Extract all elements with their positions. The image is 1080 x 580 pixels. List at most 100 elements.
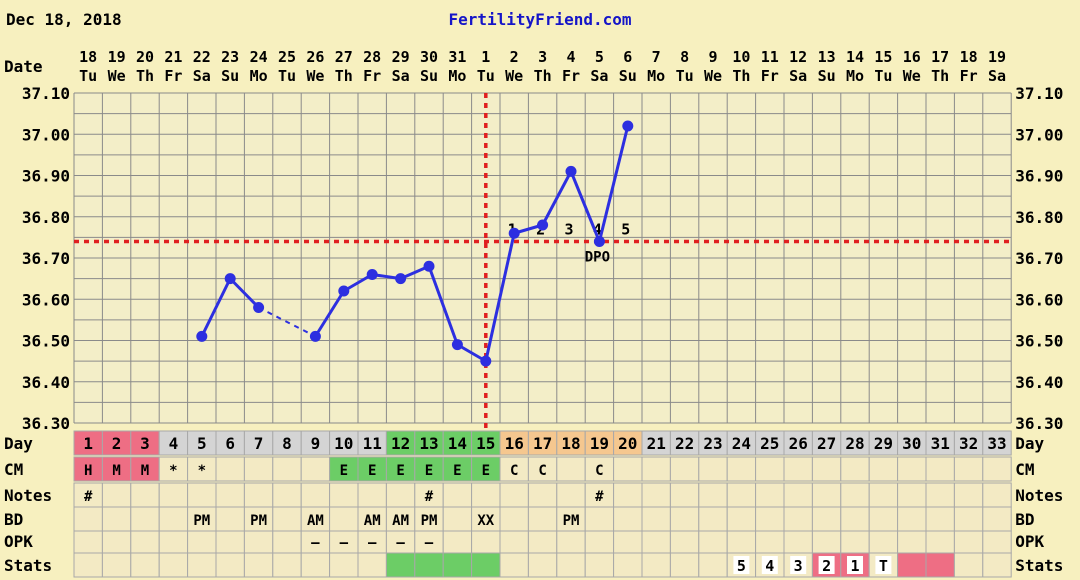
cm-value: E: [340, 463, 348, 479]
temperature-point: [508, 227, 520, 239]
cm-cell: [925, 456, 955, 482]
ytick-right: 36.60: [1015, 290, 1063, 309]
bd-cell: [101, 506, 132, 532]
cm-cell: [613, 456, 643, 482]
row-label-notes: Notes: [4, 486, 52, 505]
weekday-tick: Th: [335, 67, 353, 85]
opk-value: –: [311, 535, 320, 551]
date-tick: 18: [79, 48, 97, 66]
day-cell: [215, 430, 245, 456]
stats-cell: [982, 552, 1012, 578]
notes-value: #: [425, 489, 434, 505]
day-value: 6: [225, 434, 235, 453]
notes-cell: [613, 482, 643, 508]
weekday-tick: Th: [931, 67, 949, 85]
day-value: 22: [675, 434, 694, 453]
dpo-number: 5: [621, 221, 630, 239]
date-tick: 25: [278, 48, 296, 66]
day-cell: [527, 430, 558, 456]
cm-cell: [897, 456, 927, 482]
day-value: 23: [703, 434, 722, 453]
notes-cell: [187, 482, 217, 508]
weekday-tick: Mo: [846, 67, 864, 85]
weekday-tick: Su: [619, 67, 637, 85]
weekday-tick: We: [505, 67, 523, 85]
day-cell: [897, 430, 927, 456]
bd-cell: [641, 506, 671, 532]
cm-value: C: [595, 463, 603, 479]
opk-cell: [811, 530, 842, 554]
date-tick: 21: [164, 48, 182, 66]
stats-cell: [329, 552, 359, 578]
temperature-point: [480, 355, 492, 367]
opk-cell: [215, 530, 245, 554]
cm-cell: [840, 456, 870, 482]
day-value: 12: [391, 434, 410, 453]
day-value: 15: [476, 434, 495, 453]
stats-badge: [733, 556, 750, 574]
stats-cell: [130, 552, 160, 578]
cm-cell: [783, 456, 813, 482]
day-cell: [329, 430, 359, 456]
day-cell: [755, 430, 785, 456]
date-label: Date: [4, 57, 43, 76]
weekday-tick: Tu: [874, 67, 892, 85]
ytick-right: 37.10: [1015, 84, 1063, 103]
notes-cell: [641, 482, 671, 508]
day-cell: [669, 430, 700, 456]
stats-value: T: [879, 557, 888, 575]
bd-cell: [442, 506, 473, 532]
day-value: 19: [590, 434, 609, 453]
day-value: 8: [282, 434, 292, 453]
weekday-tick: Tu: [79, 67, 97, 85]
day-cell: [499, 430, 529, 456]
date-tick: 5: [595, 48, 604, 66]
site-link[interactable]: FertilityFriend.com: [448, 10, 631, 29]
notes-cell: [669, 482, 700, 508]
date-tick: 23: [221, 48, 239, 66]
bd-cell: [755, 506, 785, 532]
bd-cell: [811, 506, 842, 532]
stats-cell: [414, 552, 444, 578]
opk-cell: [499, 530, 529, 554]
day-value: 28: [845, 434, 864, 453]
day-value: 5: [197, 434, 207, 453]
date-tick: 26: [306, 48, 324, 66]
cm-cell: [698, 456, 728, 482]
dpo-number: 3: [564, 221, 573, 239]
notes-cell: [556, 482, 586, 508]
ytick-left: 36.40: [22, 373, 70, 392]
weekday-tick: We: [306, 67, 324, 85]
day-value: 4: [169, 434, 179, 453]
opk-cell: [925, 530, 955, 554]
day-value: 13: [419, 434, 438, 453]
weekday-tick: Tu: [676, 67, 694, 85]
opk-value: –: [425, 535, 434, 551]
notes-cell: [783, 482, 813, 508]
cm-value: C: [510, 463, 518, 479]
day-value: 25: [760, 434, 779, 453]
temperature-point: [224, 273, 236, 285]
bd-cell: [556, 506, 586, 532]
day-value: 14: [448, 434, 467, 453]
cm-cell: [641, 456, 671, 482]
bd-cell: [840, 506, 870, 532]
bd-cell: [215, 506, 245, 532]
date-tick: 28: [363, 48, 381, 66]
notes-cell: [897, 482, 927, 508]
ytick-left: 36.90: [22, 167, 70, 186]
cm-value: E: [396, 463, 404, 479]
day-value: 18: [561, 434, 580, 453]
notes-cell: [953, 482, 984, 508]
row-label-right-notes: Notes: [1015, 486, 1063, 505]
row-label-day: Day: [4, 434, 33, 453]
opk-cell: [641, 530, 671, 554]
opk-cell: [698, 530, 728, 554]
cm-cell: [527, 456, 558, 482]
notes-cell: [755, 482, 785, 508]
row-label-right-bd: BD: [1015, 510, 1034, 529]
cm-cell: [158, 456, 189, 482]
stats-badge: [790, 556, 807, 574]
day-cell: [982, 430, 1012, 456]
opk-value: –: [368, 535, 377, 551]
